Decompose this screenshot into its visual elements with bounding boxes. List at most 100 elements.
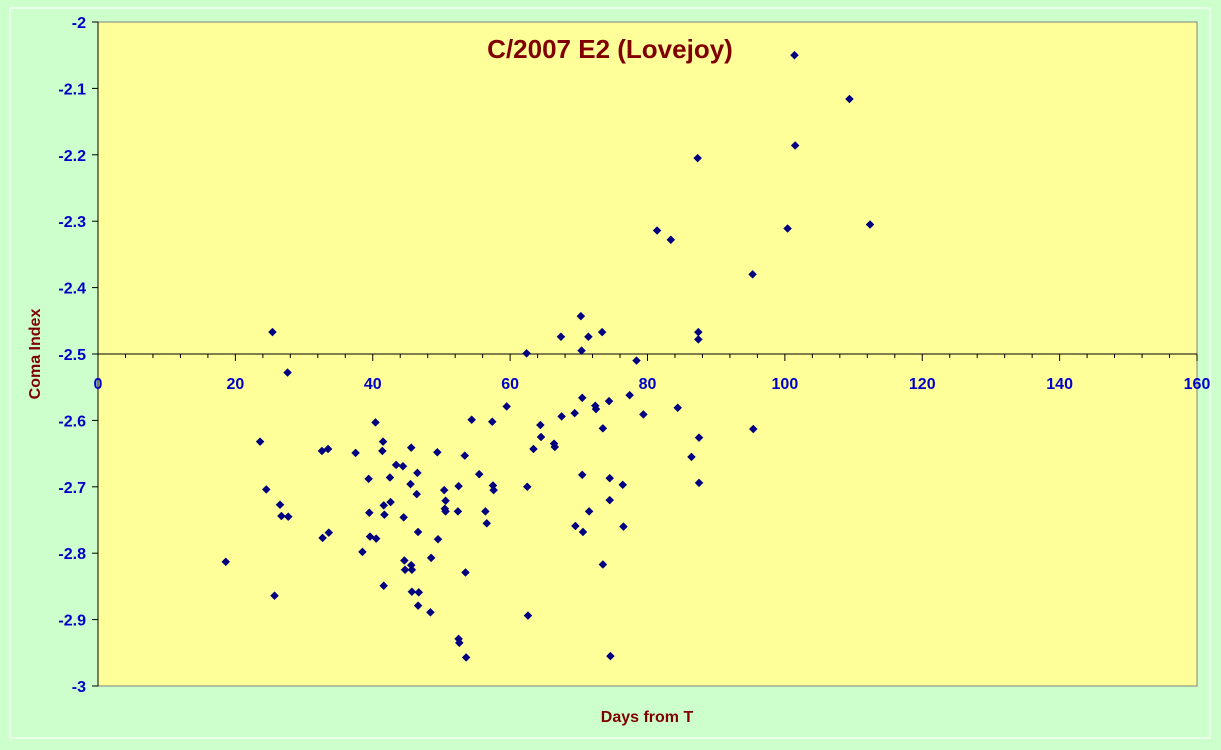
data-point bbox=[461, 653, 471, 662]
data-point bbox=[523, 611, 533, 620]
data-point bbox=[693, 153, 702, 163]
data-point bbox=[597, 327, 607, 337]
data-point bbox=[666, 235, 676, 245]
data-point bbox=[619, 522, 628, 531]
data-point bbox=[605, 473, 615, 483]
data-point bbox=[632, 356, 641, 365]
x-tick-label: 60 bbox=[501, 376, 519, 393]
data-point bbox=[673, 403, 683, 413]
y-axis: -2 -2.1 -2.2 -2.3 -2.4 -2.5 -2.6 -2.7 -2.8 -2.9 -3 bbox=[58, 15, 99, 696]
data-point bbox=[578, 527, 588, 537]
data-point bbox=[529, 444, 538, 454]
data-point bbox=[790, 141, 800, 150]
data-point bbox=[441, 496, 450, 506]
x-tick-label: 120 bbox=[909, 376, 936, 393]
y-tick-label: -2.9 bbox=[58, 613, 86, 630]
data-point bbox=[277, 511, 286, 521]
x-tick-label: 40 bbox=[364, 376, 382, 393]
data-point bbox=[618, 480, 628, 490]
data-point bbox=[598, 560, 608, 569]
data-point bbox=[283, 512, 293, 522]
data-point bbox=[783, 224, 792, 233]
data-point bbox=[487, 417, 497, 427]
x-tick-label: 100 bbox=[772, 376, 799, 393]
y-tick-label: -2.5 bbox=[58, 347, 86, 364]
data-point bbox=[432, 447, 442, 457]
data-point bbox=[400, 565, 410, 575]
data-point bbox=[371, 534, 381, 543]
data-point bbox=[489, 485, 498, 495]
data-point bbox=[522, 348, 531, 358]
data-point bbox=[378, 437, 388, 447]
data-point bbox=[454, 638, 464, 648]
y-tick-label: -2 bbox=[72, 15, 86, 32]
y-tick-label: -2.1 bbox=[58, 81, 86, 98]
data-point bbox=[522, 482, 532, 492]
data-point bbox=[639, 410, 648, 419]
data-point bbox=[323, 444, 333, 454]
data-point bbox=[467, 415, 477, 425]
data-point bbox=[482, 518, 492, 528]
data-point bbox=[481, 507, 490, 516]
y-tick-label: -2.8 bbox=[58, 546, 86, 563]
data-point bbox=[283, 368, 292, 377]
data-point bbox=[268, 327, 277, 337]
x-axis: 0 20 40 60 80 100 120 140 160 bbox=[94, 353, 1211, 393]
chart-area-border bbox=[9, 7, 1211, 739]
data-point bbox=[261, 485, 271, 494]
data-point bbox=[606, 651, 615, 661]
data-point bbox=[845, 94, 854, 104]
data-point bbox=[605, 495, 615, 505]
data-point bbox=[652, 226, 662, 235]
data-point bbox=[584, 507, 594, 516]
data-point bbox=[557, 412, 566, 421]
x-tick-label: 160 bbox=[1184, 376, 1211, 393]
data-point bbox=[584, 332, 593, 342]
data-point bbox=[371, 418, 380, 427]
y-tick-label: -2.2 bbox=[58, 148, 86, 165]
data-point bbox=[221, 557, 231, 567]
data-point bbox=[399, 512, 409, 522]
data-point bbox=[413, 601, 423, 611]
data-point bbox=[461, 568, 470, 577]
data-point bbox=[407, 565, 417, 575]
data-point bbox=[270, 591, 279, 601]
data-point bbox=[577, 470, 587, 480]
data-point bbox=[625, 390, 634, 400]
data-point bbox=[318, 533, 327, 543]
data-point bbox=[385, 473, 395, 482]
data-point bbox=[865, 220, 875, 229]
data-point bbox=[571, 521, 580, 531]
data-point bbox=[399, 556, 409, 565]
data-point bbox=[570, 408, 580, 418]
data-point bbox=[426, 607, 435, 617]
y-tick-label: -2.3 bbox=[58, 214, 86, 231]
data-point bbox=[748, 269, 757, 279]
x-tick-label: 20 bbox=[226, 376, 244, 393]
data-point bbox=[364, 474, 373, 484]
data-point bbox=[414, 588, 424, 597]
data-point bbox=[379, 501, 389, 510]
data-point bbox=[453, 507, 463, 516]
data-point bbox=[790, 50, 799, 60]
data-point bbox=[386, 497, 395, 507]
x-tick-label: 0 bbox=[94, 376, 103, 393]
data-point bbox=[556, 332, 566, 342]
data-point bbox=[693, 335, 703, 344]
data-point bbox=[694, 433, 704, 443]
y-axis-label: Coma Index bbox=[27, 309, 44, 400]
data-point bbox=[694, 478, 704, 488]
data-point bbox=[364, 508, 374, 518]
data-point bbox=[412, 489, 422, 499]
data-point bbox=[413, 468, 422, 478]
data-point bbox=[474, 469, 484, 479]
data-point bbox=[324, 528, 334, 537]
chart-title: C/2007 E2 (Lovejoy) bbox=[487, 34, 733, 64]
data-point bbox=[550, 442, 560, 452]
data-point bbox=[460, 451, 470, 460]
data-point bbox=[536, 432, 546, 442]
data-point bbox=[433, 534, 443, 544]
data-point bbox=[378, 446, 387, 456]
data-point bbox=[380, 510, 389, 520]
data-point bbox=[379, 581, 389, 591]
